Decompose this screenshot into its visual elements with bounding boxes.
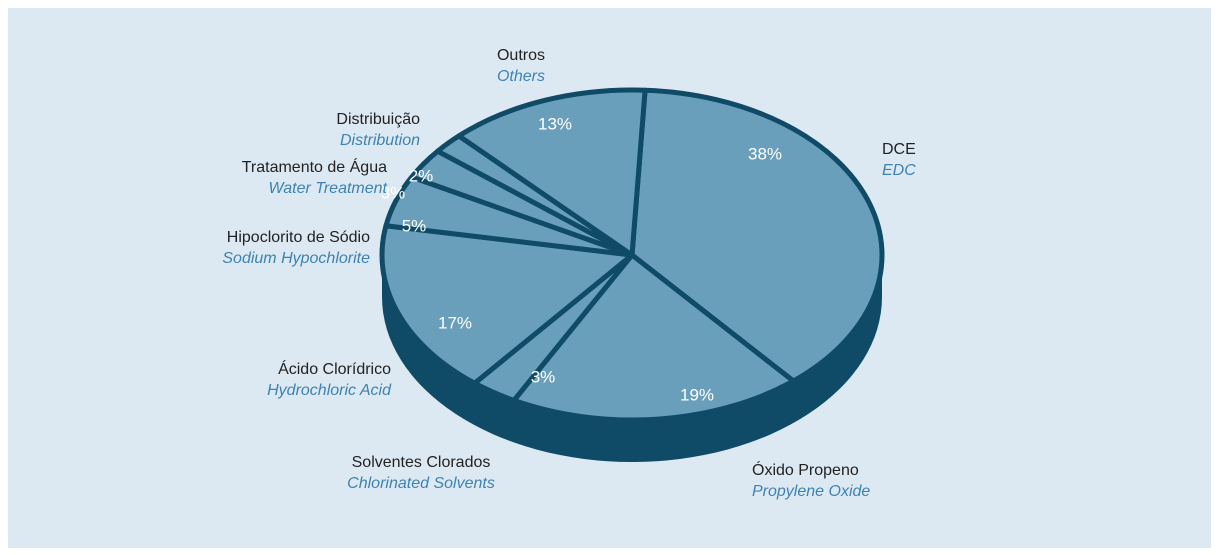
category-translation: Propylene Oxide [752,483,870,500]
category-translation: Others [497,68,545,85]
category-label: Óxido Propeno [752,460,859,479]
category-label: DCE [882,141,916,158]
value-label: 38% [748,144,782,163]
value-label: 17% [438,313,472,332]
pie-slice [511,252,796,423]
value-label: 2% [409,166,434,185]
category-label: Outros [497,47,545,64]
category-translation: Sodium Hypochlorite [222,250,370,267]
category-translation: Water Treatment [268,180,387,197]
category-label: Distribuição [336,111,420,128]
category-translation: Chlorinated Solvents [347,475,495,492]
value-label: 3% [531,367,556,386]
pie-slice [456,87,648,258]
pie-slice [629,87,885,384]
value-label: 3% [381,183,406,202]
value-label: 19% [680,385,714,404]
value-label: 13% [538,114,572,133]
category-label: Hipoclorito de Sódio [227,229,370,246]
pie-slice [379,223,635,386]
category-translation: Hydrochloric Acid [267,382,392,399]
category-label: Ácido Clorídrico [278,359,391,378]
category-label: Tratamento de Água [242,157,387,176]
category-label: Solventes Clorados [352,454,491,471]
category-translation: Distribution [340,132,420,149]
category-translation: EDC [882,162,916,179]
value-label: 5% [402,216,427,235]
